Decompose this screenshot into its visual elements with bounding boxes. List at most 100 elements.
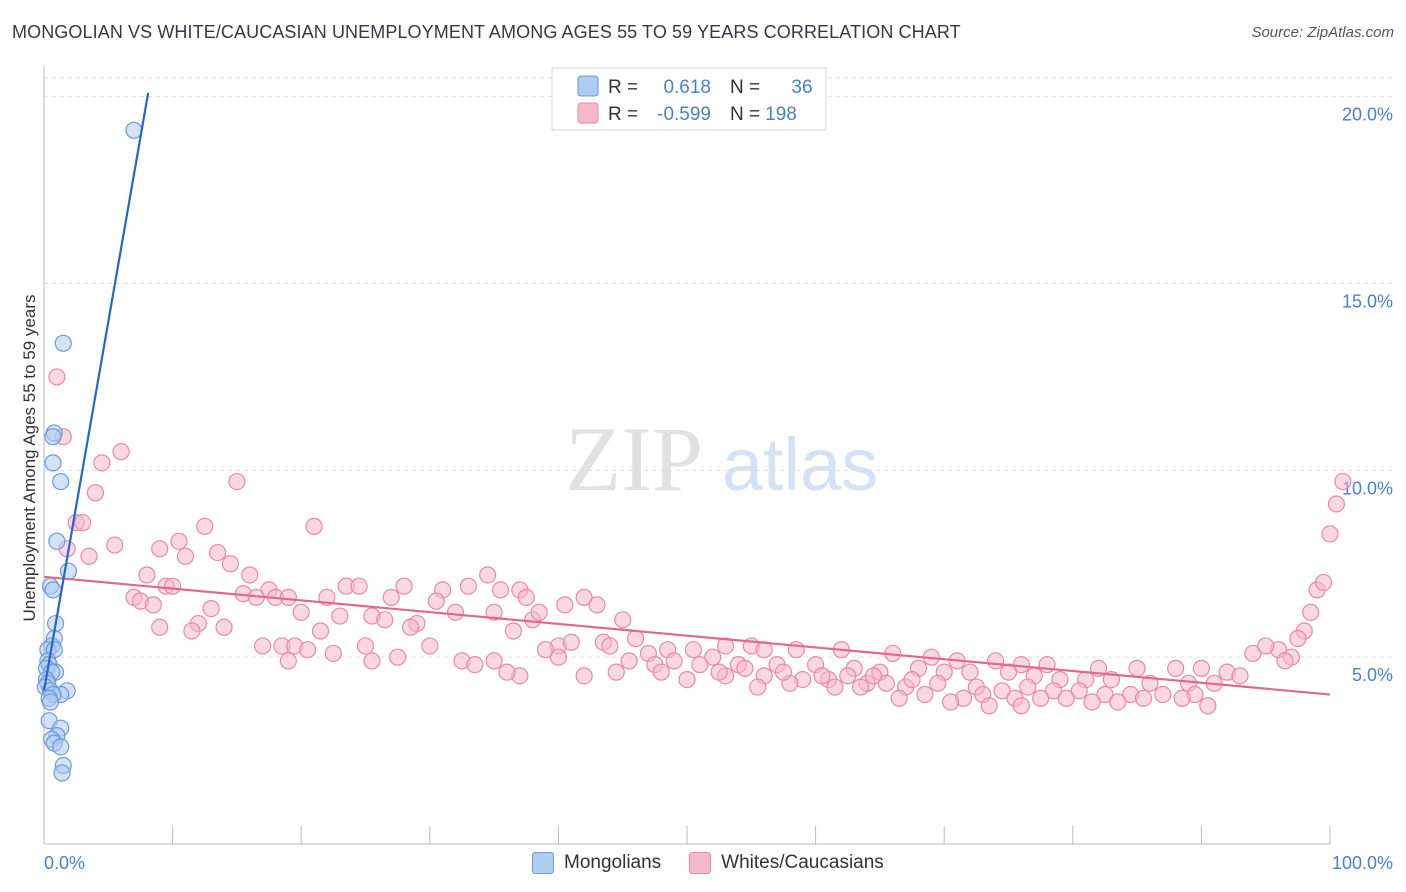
whites-point-42: [144, 596, 162, 614]
whites-point-38: [517, 588, 535, 606]
mongolian-point-28: [41, 693, 60, 711]
whites-point-168: [1173, 689, 1191, 707]
whites-point-73: [716, 637, 735, 655]
legend-n-value-2: 198: [765, 104, 797, 125]
whites-point-44: [292, 603, 310, 621]
whites-point-165: [1083, 693, 1101, 711]
whites-point-158: [877, 674, 895, 692]
whites-point-178: [903, 670, 921, 689]
whites-point-167: [1134, 689, 1153, 707]
mongolian-trend-line: [42, 92, 150, 691]
axes: [43, 66, 1331, 845]
mongolian-point-34: [52, 738, 70, 756]
whites-point-116: [665, 652, 683, 670]
whites-point-0: [48, 368, 66, 386]
whites-point-34: [279, 588, 297, 606]
whites-point-19: [138, 566, 156, 584]
whites-point-28: [491, 581, 510, 599]
whites-point-173: [1199, 697, 1217, 715]
whites-point-58: [151, 618, 169, 636]
legend-r-label-2: R =: [608, 104, 638, 125]
mongolian-point-1: [54, 334, 72, 352]
whites-point-134: [1231, 667, 1249, 685]
y-tick-labels: 5.0% 10.0% 15.0% 20.0%: [1342, 105, 1393, 685]
y-tick-label-1: 10.0%: [1342, 478, 1393, 498]
whites-point-148: [1044, 682, 1063, 700]
whites-point-111: [485, 652, 503, 670]
whites-point-52: [530, 603, 548, 621]
whites-point-154: [749, 678, 767, 696]
whites-point-14: [80, 547, 98, 565]
whites-point-117: [691, 656, 709, 674]
legend-label-whites: Whites/Caucasians: [721, 852, 884, 873]
whites-point-112: [363, 652, 381, 670]
whites-point-102: [254, 637, 272, 655]
whites-point-11: [170, 532, 188, 550]
whites-point-180: [710, 663, 728, 681]
y-axis-label: Unemployment Among Ages 55 to 59 years: [20, 295, 39, 622]
legend-label-mongolians: Mongolians: [564, 852, 662, 873]
legend-item-mongolians: Mongolians: [532, 852, 661, 874]
whites-point-17: [221, 555, 240, 573]
whites-point-61: [401, 618, 420, 636]
legend-r-value-1: 0.618: [663, 77, 711, 98]
watermark-atlas: atlas: [722, 423, 878, 506]
whites-point-86: [1167, 659, 1185, 677]
whites-point-27: [459, 577, 477, 595]
whites-point-18: [241, 566, 259, 584]
legend-swatch-whites-bottom: [689, 852, 712, 874]
whites-point-108: [389, 648, 407, 666]
x-tick-label-min: 0.0%: [44, 853, 85, 873]
whites-point-144: [929, 674, 947, 692]
whites-point-4: [228, 472, 246, 491]
stats-legend: R = 0.618 N = 36 R = -0.599 N = 198: [551, 67, 827, 131]
mongolian-point-36: [53, 764, 71, 782]
whites-point-171: [980, 697, 998, 715]
legend-n-value-1: 36: [791, 77, 812, 98]
whites-point-62: [504, 622, 522, 640]
whites-point-43: [202, 599, 220, 618]
mongolian-point-9: [44, 581, 62, 599]
mongolian-point-4: [44, 454, 62, 472]
whites-point-13: [151, 540, 169, 558]
whites-point-81: [987, 652, 1005, 670]
whites-point-24: [350, 577, 368, 595]
whites-point-57: [215, 618, 233, 636]
whites-point-146: [993, 682, 1011, 700]
watermark-zip: ZIP: [565, 408, 703, 510]
whites-point-109: [421, 637, 439, 655]
whites-point-150: [1096, 685, 1114, 704]
whites-point-185: [466, 656, 484, 674]
legend-item-whites: Whites/Caucasians: [689, 852, 884, 874]
whites-point-45: [331, 607, 349, 625]
whites-point-16: [209, 543, 227, 562]
whites-point-8: [196, 517, 214, 535]
trend-lines: [42, 92, 1331, 696]
whites-point-184: [498, 663, 516, 681]
whites-point-54: [588, 596, 606, 614]
legend-n-label-1: N =: [730, 77, 760, 98]
whites-point-183: [549, 648, 568, 666]
whites-point-182: [607, 663, 625, 681]
whites-point-15: [176, 547, 195, 565]
chart-source: Source: ZipAtlas.com: [1251, 24, 1394, 41]
y-tick-label-3: 20.0%: [1342, 105, 1393, 125]
whites-point-89: [1244, 644, 1262, 663]
legend-n-label-2: N =: [730, 104, 760, 125]
whites-point-87: [1192, 659, 1211, 677]
legend-swatch-whites: [577, 102, 599, 124]
whites-point-159: [916, 685, 934, 704]
whites-point-68: [601, 637, 619, 655]
whites-point-96: [1314, 573, 1333, 592]
whites-point-177: [864, 667, 883, 685]
whites-point-63: [626, 629, 645, 648]
whites-point-136: [575, 667, 593, 685]
y-tick-label-2: 15.0%: [1342, 292, 1393, 312]
legend-swatch-mongolians: [577, 75, 599, 97]
whites-point-47: [376, 611, 394, 629]
legend-r-value-2: -0.599: [657, 104, 711, 125]
whites-point-22: [164, 577, 182, 595]
chart-title: MONGOLIAN VS WHITE/CAUCASIAN UNEMPLOYMEN…: [12, 22, 961, 42]
whites-point-53: [556, 596, 574, 614]
